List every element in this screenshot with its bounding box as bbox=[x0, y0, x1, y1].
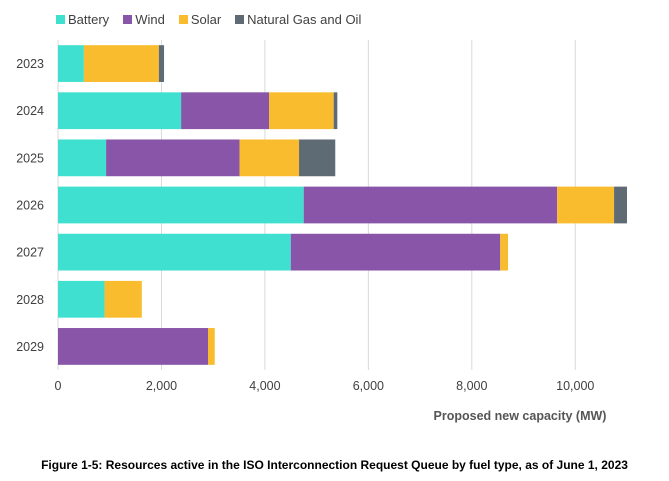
legend-swatch-solar bbox=[178, 15, 188, 24]
x-tick-label-6000: 6,000 bbox=[353, 379, 384, 393]
bar-battery-2023 bbox=[58, 45, 84, 82]
bar-battery-2027 bbox=[58, 233, 291, 271]
bar-solar-2028 bbox=[104, 280, 142, 318]
bar-wind-2024 bbox=[181, 92, 270, 130]
legend-item-solar: Solar bbox=[178, 12, 222, 27]
legend-label-battery: Battery bbox=[68, 12, 110, 27]
bar-series bbox=[58, 45, 627, 365]
bar-solar-2023 bbox=[83, 45, 159, 82]
x-axis-label: Proposed new capacity (MW) bbox=[433, 409, 607, 423]
y-tick-label-2023: 2023 bbox=[16, 57, 44, 71]
y-tick-label-2029: 2029 bbox=[16, 340, 44, 354]
legend-label-wind: Wind bbox=[135, 12, 165, 27]
y-tick-label-2028: 2028 bbox=[16, 293, 44, 307]
x-tick-label-2000: 2,000 bbox=[146, 379, 177, 393]
bar-wind-2029 bbox=[58, 328, 209, 365]
legend-swatch-wind bbox=[123, 15, 133, 24]
bar-solar-2029 bbox=[208, 328, 215, 365]
bar-battery-2025 bbox=[58, 139, 107, 177]
bar-natural-gas-and-oil-2025 bbox=[299, 139, 336, 177]
bar-wind-2026 bbox=[303, 186, 558, 224]
bar-solar-2026 bbox=[557, 186, 615, 224]
y-tick-label-2027: 2027 bbox=[16, 246, 44, 260]
legend-label-natural-gas-and-oil: Natural Gas and Oil bbox=[247, 12, 362, 27]
legend-label-solar: Solar bbox=[190, 12, 222, 27]
legend-item-battery: Battery bbox=[56, 12, 109, 27]
legend-swatch-battery bbox=[56, 15, 65, 24]
bar-battery-2026 bbox=[58, 186, 304, 224]
legend-swatch-natural-gas-and-oil bbox=[235, 15, 245, 24]
bar-natural-gas-and-oil-2024 bbox=[333, 92, 338, 130]
y-axis-tick-labels: 2023 2024 2025 2026 2027 2028 2029 bbox=[16, 57, 44, 354]
x-tick-label-10000: 10,000 bbox=[556, 379, 594, 393]
bar-battery-2024 bbox=[58, 92, 182, 130]
y-tick-label-2024: 2024 bbox=[16, 104, 44, 118]
legend-item-natural-gas-and-oil: Natural Gas and Oil bbox=[235, 12, 361, 27]
figure-caption: Figure 1-5: Resources active in the ISO … bbox=[41, 458, 628, 472]
bar-natural-gas-and-oil-2023 bbox=[158, 45, 165, 82]
stacked-bar-chart: 2023 2024 2025 2026 2027 2028 2029 0 2,000 4,000… bbox=[16, 40, 627, 393]
bar-solar-2024 bbox=[269, 92, 334, 130]
chart-legend: Battery Wind Solar Natural Gas and Oil bbox=[56, 12, 375, 27]
bar-battery-2028 bbox=[58, 280, 105, 318]
bar-wind-2027 bbox=[290, 233, 501, 271]
bar-solar-2027 bbox=[500, 233, 509, 271]
bar-solar-2025 bbox=[239, 139, 300, 177]
bar-natural-gas-and-oil-2026 bbox=[614, 186, 627, 224]
x-tick-label-4000: 4,000 bbox=[249, 379, 280, 393]
x-tick-label-0: 0 bbox=[55, 379, 62, 393]
y-tick-label-2026: 2026 bbox=[16, 199, 44, 213]
x-tick-label-8000: 8,000 bbox=[456, 379, 487, 393]
y-tick-label-2025: 2025 bbox=[16, 151, 44, 165]
bar-wind-2025 bbox=[106, 139, 240, 177]
legend-item-wind: Wind bbox=[123, 12, 165, 27]
x-axis-tick-labels: 0 2,000 4,000 6,000 8,000 10,000 bbox=[55, 379, 595, 393]
